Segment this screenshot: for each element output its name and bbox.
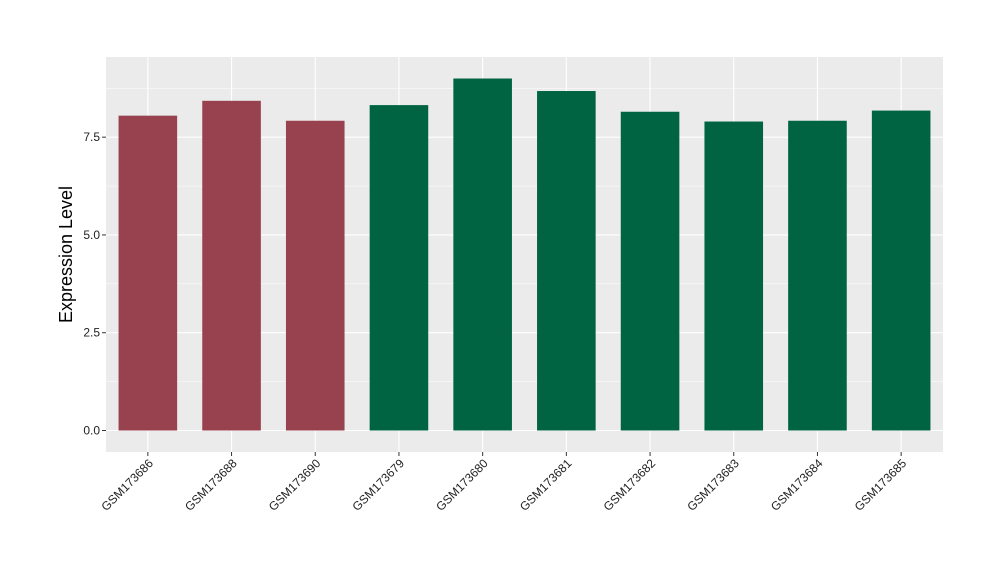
bar-GSM173683 (704, 121, 764, 431)
x-tick-label: GSM173688 (182, 456, 240, 514)
x-tick-label: GSM173679 (350, 456, 408, 514)
bar-GSM173681 (537, 91, 596, 431)
y-tick-label: 0.0 (83, 423, 100, 437)
x-tick-label: GSM173681 (517, 456, 575, 514)
y-axis-title: Expression Level (56, 186, 76, 323)
bar-GSM173685 (871, 110, 931, 431)
x-axis: GSM173686 GSM173688 GSM173690 GSM173679 GSM1… (98, 452, 909, 514)
x-tick-label: GSM173684 (768, 456, 826, 514)
x-tick-label: GSM173690 (266, 456, 324, 514)
bar-GSM173684 (788, 120, 847, 431)
x-tick-label: GSM173685 (852, 456, 910, 514)
bar-GSM173688 (202, 100, 261, 431)
x-tick-label: GSM173683 (684, 456, 742, 514)
bar-GSM173680 (453, 78, 512, 431)
x-tick-label: GSM173682 (601, 456, 659, 514)
bar-GSM173690 (285, 120, 345, 431)
bars (118, 78, 931, 431)
bar-GSM173686 (118, 115, 178, 431)
bar-GSM173679 (369, 105, 429, 431)
y-tick-label: 5.0 (83, 228, 100, 242)
bar-GSM173682 (620, 111, 680, 431)
x-tick-label: GSM173686 (98, 456, 156, 514)
y-tick-label: 2.5 (83, 326, 100, 340)
x-tick-label: GSM173680 (433, 456, 491, 514)
y-axis: 0.0 2.5 5.0 7.5 (83, 130, 106, 437)
y-tick-label: 7.5 (83, 130, 100, 144)
